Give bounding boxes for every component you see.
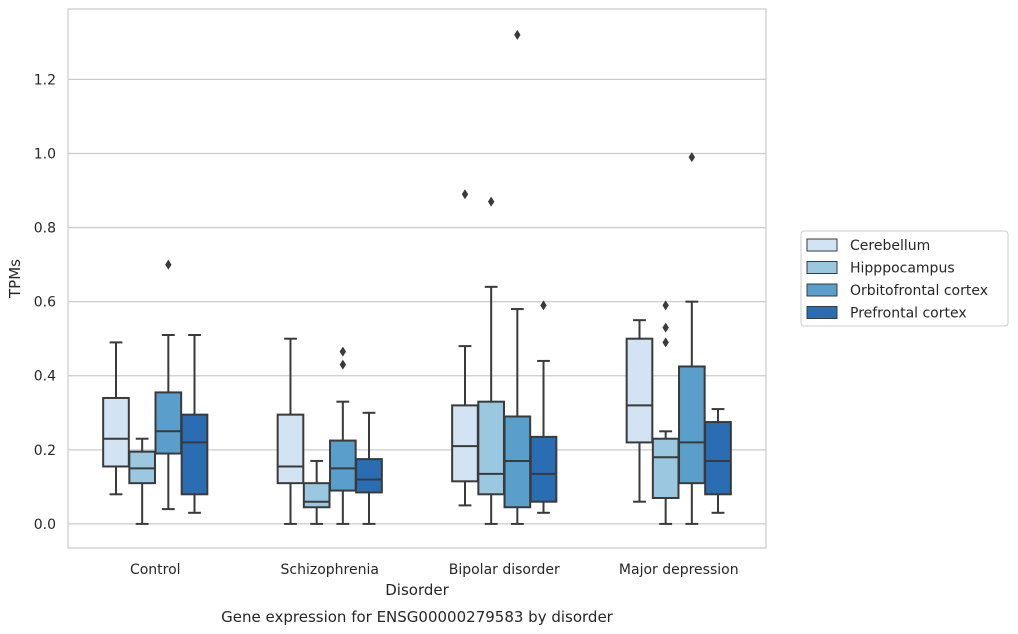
- x-tick-label: Major depression: [619, 562, 739, 578]
- plot-frame: [67, 8, 767, 549]
- box-iqr: [704, 421, 732, 496]
- box-iqr: [451, 404, 479, 483]
- outlier-point: [540, 300, 547, 311]
- outlier-point: [662, 337, 669, 348]
- y-tick-label: 0.2: [34, 443, 56, 459]
- box-group: [180, 333, 209, 514]
- box-group: [128, 437, 156, 525]
- box-iqr: [302, 482, 331, 509]
- legend-frame: [800, 230, 1009, 327]
- box-group: [678, 152, 706, 525]
- box-group: [276, 337, 305, 525]
- legend-swatch: [806, 283, 838, 297]
- outlier-point: [165, 259, 172, 270]
- box-iqr: [651, 437, 680, 499]
- box-group: [529, 300, 558, 514]
- y-axis-ticks: 0.0 0.2 0.4 0.6 0.8 1.0 1.2: [34, 72, 56, 533]
- legend-label: Hipppocampus: [850, 261, 955, 277]
- box-iqr: [102, 396, 130, 468]
- legend-label: Prefrontal cortex: [850, 306, 967, 322]
- box-iqr: [154, 391, 183, 455]
- legend-label: Orbitofrontal cortex: [850, 283, 988, 299]
- x-axis-ticks: Control Schizophrenia Bipolar disorder Majo…: [130, 562, 739, 578]
- box-iqr: [329, 439, 357, 492]
- legend: Cerebellum Hipppocampus Orbitofrontal cort…: [800, 230, 1009, 327]
- legend-swatch: [806, 261, 838, 274]
- outlier-point: [339, 359, 347, 370]
- chart-title: Gene expression for ENSG00000279583 by d…: [221, 608, 614, 626]
- y-tick-label: 0.6: [34, 295, 56, 311]
- outlier-point: [662, 300, 669, 311]
- x-axis-title: Disorder: [385, 581, 449, 599]
- box-group: [102, 341, 130, 496]
- x-tick-label: Schizophrenia: [281, 562, 379, 578]
- box-group: [503, 29, 532, 525]
- legend-swatch: [806, 306, 838, 319]
- outlier-point: [662, 322, 669, 333]
- box-group: [651, 300, 680, 525]
- outlier-point: [461, 189, 469, 200]
- legend-swatch: [806, 238, 838, 252]
- legend-label: Cerebellum: [850, 238, 930, 254]
- box-iqr: [678, 365, 706, 485]
- box-group: [329, 346, 357, 525]
- box-iqr: [180, 413, 209, 496]
- box-iqr: [477, 400, 505, 496]
- box-group: [302, 459, 331, 525]
- box-iqr: [355, 458, 383, 494]
- y-tick-label: 1.0: [34, 146, 56, 162]
- x-tick-label: Control: [130, 562, 181, 578]
- box-iqr: [529, 435, 558, 503]
- box-group: [451, 189, 479, 507]
- y-tick-label: 0.0: [34, 517, 56, 533]
- box-group: [625, 319, 654, 503]
- box-iqr: [276, 413, 305, 485]
- box-group: [477, 196, 505, 525]
- outlier-point: [688, 152, 696, 163]
- box-group: [154, 259, 183, 511]
- y-tick-label: 1.2: [34, 72, 56, 88]
- outlier-point: [514, 29, 521, 40]
- box-group: [355, 411, 383, 525]
- outlier-point: [487, 196, 495, 207]
- y-tick-label: 0.4: [34, 369, 56, 385]
- box-iqr: [625, 337, 654, 444]
- x-tick-label: Bipolar disorder: [449, 562, 560, 578]
- outlier-point: [339, 346, 347, 357]
- y-axis-title: TPMs: [6, 259, 24, 299]
- plot-boxes: [102, 29, 732, 525]
- y-tick-label: 0.8: [34, 221, 56, 237]
- box-group: [704, 408, 732, 514]
